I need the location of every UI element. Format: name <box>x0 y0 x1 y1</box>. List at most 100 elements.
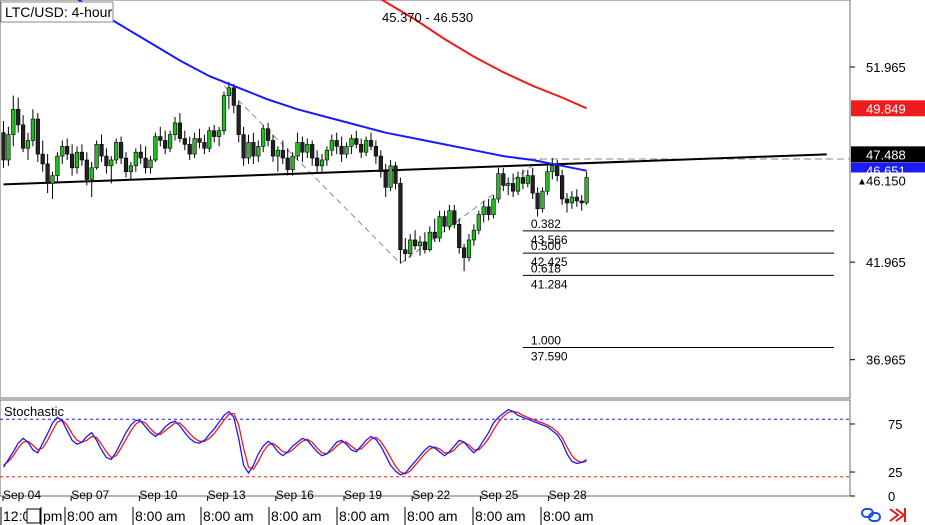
candle-body <box>442 216 447 227</box>
candle <box>270 134 276 162</box>
candle <box>501 167 506 192</box>
candle-body <box>280 149 285 159</box>
candle-body <box>363 140 369 153</box>
candle <box>432 218 437 242</box>
candle-body <box>339 146 344 155</box>
candle <box>403 238 408 262</box>
candle-body <box>177 122 183 139</box>
title-box <box>0 1 114 23</box>
time-label: 8:00 am <box>339 508 390 524</box>
candle-body <box>143 157 148 169</box>
candle-body <box>574 196 579 202</box>
candle-body <box>104 155 109 167</box>
candle <box>285 148 290 176</box>
candle-body <box>559 175 565 200</box>
candle <box>265 122 271 147</box>
candle <box>45 154 50 194</box>
candle <box>94 140 99 170</box>
candle-body <box>168 134 173 149</box>
candle <box>60 140 65 164</box>
candle-body <box>359 144 364 153</box>
candle-body <box>256 146 261 157</box>
candle <box>177 113 183 143</box>
candle <box>187 136 192 160</box>
candle-body <box>373 146 379 157</box>
candle <box>437 210 442 242</box>
candle <box>486 199 491 221</box>
fib-ratio-label: 0.382 <box>531 217 561 231</box>
candle <box>324 146 330 166</box>
candle <box>280 140 285 164</box>
candle-body <box>471 229 477 241</box>
candle <box>20 115 26 153</box>
x-tick-label: Sep 19 <box>344 488 382 502</box>
fib-ratio-label: 1.000 <box>531 333 561 347</box>
candle-body <box>192 138 197 155</box>
candle-body <box>123 157 129 172</box>
candle <box>84 152 89 186</box>
price-tick-label: 36.965 <box>866 353 906 368</box>
candle-body <box>545 171 550 192</box>
candle-body <box>35 118 40 155</box>
candle <box>408 234 413 258</box>
candle-body <box>74 151 80 169</box>
x-tick-label: Sep 13 <box>208 488 246 502</box>
candle <box>241 126 246 166</box>
candle <box>476 210 481 235</box>
candle <box>359 138 364 159</box>
candle <box>564 193 570 213</box>
candle-body <box>20 124 26 149</box>
candle-body <box>515 177 521 192</box>
candle <box>6 126 11 166</box>
time-label: 8:00 am <box>271 508 322 524</box>
jump-to-latest-icon[interactable] <box>889 508 906 522</box>
candle-body <box>45 163 50 184</box>
candle-body <box>334 140 339 147</box>
candle <box>119 136 124 164</box>
candle <box>520 169 525 190</box>
candle-body <box>432 231 437 239</box>
time-label: 8:00 am <box>407 508 458 524</box>
candle <box>339 136 344 162</box>
candle <box>535 187 540 217</box>
candle <box>574 189 579 207</box>
candle-body <box>447 210 452 227</box>
candle-body <box>226 87 232 96</box>
candle-body <box>506 183 511 186</box>
candle-body <box>290 155 295 171</box>
candle-body <box>148 159 153 169</box>
candle-body <box>236 105 241 135</box>
candle-body <box>187 144 192 155</box>
candle <box>349 134 354 155</box>
candle-body <box>427 231 432 251</box>
candle <box>212 124 217 143</box>
candle <box>226 81 232 110</box>
time-label: 8:00 am <box>543 508 594 524</box>
time-label: 8:00 am <box>475 508 526 524</box>
candle <box>305 138 310 159</box>
candle-body <box>412 239 418 247</box>
candle-body <box>65 146 70 155</box>
candle <box>300 136 305 162</box>
candle-body <box>481 206 486 215</box>
range-label: 45.370 - 46.530 <box>382 10 473 25</box>
candle-body <box>6 134 11 161</box>
candle <box>16 97 21 133</box>
candle <box>491 195 496 219</box>
link-icon[interactable] <box>861 508 881 522</box>
candle-body <box>393 165 398 184</box>
candle <box>148 156 153 174</box>
candle <box>412 230 418 250</box>
candle-body <box>344 146 349 155</box>
price-badge: 49.849 <box>851 100 925 117</box>
x-tick-label: Sep 16 <box>276 488 314 502</box>
candle-body <box>221 95 227 132</box>
candle-body <box>461 247 467 258</box>
candle-body <box>388 165 393 188</box>
candle <box>153 132 158 162</box>
candle-body <box>403 249 408 254</box>
candle-body <box>525 175 530 184</box>
candle-body <box>452 210 457 225</box>
candle <box>344 142 349 159</box>
